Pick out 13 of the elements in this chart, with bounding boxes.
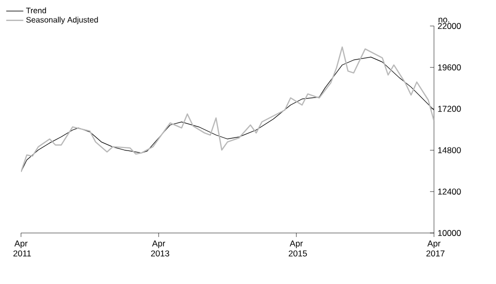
legend-label: Seasonally Adjusted xyxy=(26,16,98,24)
y-tick-label: 19600 xyxy=(438,64,461,70)
y-tick-label: 12400 xyxy=(438,188,461,195)
y-tick-label: 17200 xyxy=(438,106,461,112)
legend-label: Trend xyxy=(26,7,46,14)
x-tick-label: Apr 2013 xyxy=(151,240,170,256)
y-tick-label: 10000 xyxy=(438,230,461,236)
x-tick-label: Apr 2017 xyxy=(426,240,444,256)
y-axis-title: no. xyxy=(438,18,450,22)
x-tick-label: Apr 2011 xyxy=(13,240,31,256)
x-tick-label: Apr 2015 xyxy=(288,240,307,256)
y-tick-label: 14800 xyxy=(438,147,461,154)
y-tick-label: 22000 xyxy=(438,22,461,29)
